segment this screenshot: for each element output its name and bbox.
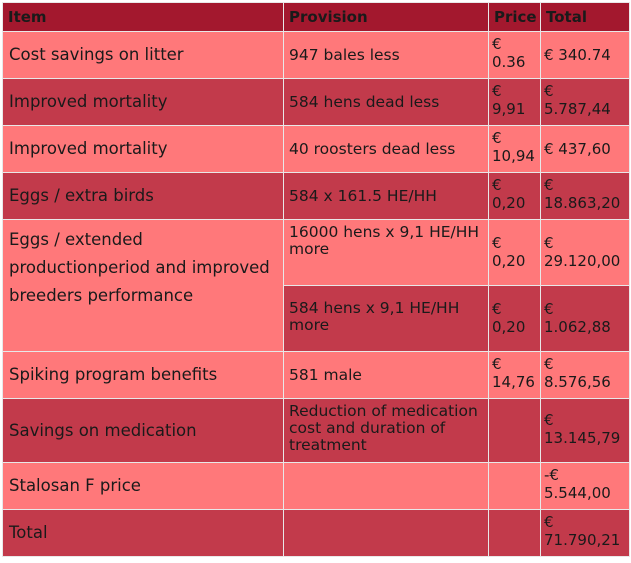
table-row: Eggs / extra birds 584 x 161.5 HE/HH € 0…: [2, 172, 630, 220]
row-total: € 29.120,00: [540, 219, 630, 286]
row-provision: [283, 509, 489, 557]
row-item: Improved mortality: [2, 125, 284, 173]
table-row: Total € 71.790,21: [2, 509, 630, 557]
row-item: Spiking program benefits: [2, 351, 284, 399]
row-provision: 40 roosters dead less: [283, 125, 489, 173]
row-total: € 71.790,21: [540, 509, 630, 557]
row-provision: 16000 hens x 9,1 HE/HH more: [283, 219, 489, 286]
table-row: Cost savings on litter 947 bales less € …: [2, 31, 630, 79]
header-price: Price: [488, 2, 541, 32]
row-price: € 0.36: [488, 31, 541, 79]
table-row: Spiking program benefits 581 male € 14,7…: [2, 351, 630, 399]
row-item: Savings on medication: [2, 398, 284, 463]
header-total: Total: [540, 2, 630, 32]
row-price: € 0,20: [488, 219, 541, 286]
row-provision: 584 hens dead less: [283, 78, 489, 126]
row-price: [488, 398, 541, 463]
table-row: 584 hens x 9,1 HE/HH more € 0,20 € 1.062…: [3, 285, 630, 352]
row-item: Eggs / extra birds: [2, 172, 284, 220]
row-price: [488, 462, 541, 510]
row-item: Cost savings on litter: [2, 31, 284, 79]
table-row: Stalosan F price -€ 5.544,00: [2, 462, 630, 510]
row-provision: 584 x 161.5 HE/HH: [283, 172, 489, 220]
table-row: Improved mortality 40 roosters dead less…: [2, 125, 630, 173]
row-price: € 0,20: [488, 172, 541, 220]
row-provision: Reduction of medication cost and duratio…: [283, 398, 489, 463]
row-provision: 947 bales less: [283, 31, 489, 79]
row-total: € 13.145,79: [540, 398, 630, 463]
header-row: Item Provision Price Total: [2, 2, 630, 32]
row-total: € 5.787,44: [540, 78, 630, 126]
header-provision: Provision: [283, 2, 489, 32]
row-total: -€ 5.544,00: [540, 462, 630, 510]
row-total: € 340.74: [540, 31, 630, 79]
table-row: Improved mortality 584 hens dead less € …: [2, 78, 630, 126]
table-row: Savings on medication Reduction of medic…: [2, 398, 630, 463]
header-item: Item: [2, 2, 284, 32]
row-item: Stalosan F price: [2, 462, 284, 510]
row-total: € 437,60: [540, 125, 630, 173]
row-item: Improved mortality: [2, 78, 284, 126]
row-provision: 584 hens x 9,1 HE/HH more: [283, 285, 489, 352]
row-total: € 1.062,88: [540, 285, 630, 352]
row-provision: [283, 462, 489, 510]
row-price: € 10,94: [488, 125, 541, 173]
table-row: Eggs / extended productionperiod and imp…: [2, 219, 630, 352]
row-item: Eggs / extended productionperiod and imp…: [2, 219, 284, 352]
row-price: [488, 509, 541, 557]
row-price: € 14,76: [488, 351, 541, 399]
row-price: € 0,20: [488, 285, 541, 352]
row-item: Total: [2, 509, 284, 557]
row-provision: 581 male: [283, 351, 489, 399]
row-total: € 18.863,20: [540, 172, 630, 220]
row-total: € 8.576,56: [540, 351, 630, 399]
row-price: € 9,91: [488, 78, 541, 126]
